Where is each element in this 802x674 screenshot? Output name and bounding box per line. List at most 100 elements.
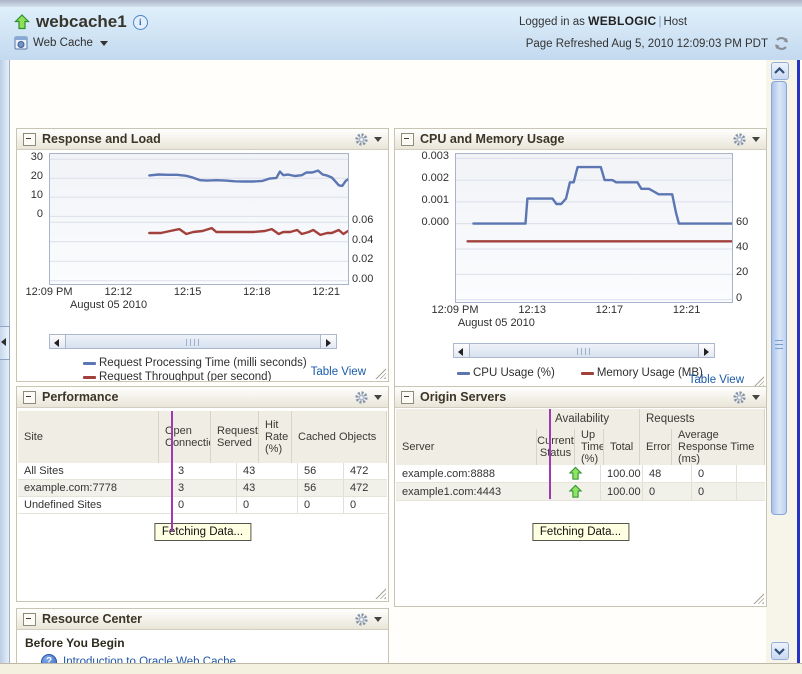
axis-tick-label: 20 <box>30 170 43 183</box>
separator: | <box>658 16 662 28</box>
panel-performance: Performance Site Open Connections Reques… <box>16 386 389 602</box>
table-body: All Sites 3 43 56 472 example.com:7778 3… <box>18 463 387 514</box>
panel-menu-button[interactable] <box>354 132 382 147</box>
help-icon: ? <box>41 654 57 663</box>
page-scrollbar[interactable] <box>771 62 789 660</box>
scroll-right-button[interactable] <box>698 343 715 358</box>
chevron-down-icon <box>752 394 760 400</box>
logged-in-label: Logged in as <box>519 16 585 28</box>
column-header-requests-served[interactable]: Requests Served <box>211 411 259 463</box>
panel-title: Origin Servers <box>420 390 507 404</box>
table-view-link[interactable]: Table View <box>310 366 366 378</box>
scrollbar-grip <box>186 339 199 346</box>
resource-link-label[interactable]: Introduction to Oracle Web Cache <box>63 656 237 663</box>
panel-header: Response and Load <box>17 129 388 150</box>
cell-site: All Sites <box>18 463 172 479</box>
gear-icon <box>733 390 746 404</box>
collapse-panel-icon[interactable] <box>401 390 414 404</box>
panel-body: Availability Requests Server Current Sta… <box>395 408 766 606</box>
panel-body: 30 20 10 0 0.06 0.04 0.02 0.00 12:09 PM 12:12 12:1… <box>17 150 388 381</box>
cell-uptime: 100.00 <box>601 483 643 500</box>
table-row[interactable]: Undefined Sites 0 0 0 0 <box>18 497 387 514</box>
table-view-link[interactable]: Table View <box>688 374 744 386</box>
panel-menu-button[interactable] <box>354 390 382 405</box>
column-header-hit-rate[interactable]: Hit Rate (%) <box>259 411 292 463</box>
chart-plot-area <box>455 153 734 303</box>
legend-label: Request Processing Time (milli seconds) <box>99 357 307 369</box>
axis-tick-label: 0 <box>36 208 43 221</box>
scroll-left-button[interactable] <box>453 343 470 358</box>
table-row[interactable]: All Sites 3 43 56 472 <box>18 463 387 480</box>
collapse-pane-button[interactable] <box>0 326 10 360</box>
panel-menu-button[interactable] <box>732 132 760 147</box>
group-header-spacer <box>396 409 549 429</box>
column-header-errors[interactable]: Errors <box>640 429 672 465</box>
page-title: webcache1 <box>36 12 127 31</box>
x-axis-tick-label: 12:12 <box>104 286 133 298</box>
column-header-site[interactable]: Site <box>18 411 159 463</box>
table-header: Server Current Status Up Time (%) Total … <box>396 429 765 465</box>
panel-body: Before You Begin ? Introduction to Oracl… <box>17 630 388 663</box>
collapse-panel-icon[interactable] <box>23 132 36 146</box>
chart-time-scrollbar[interactable] <box>49 334 337 349</box>
panel-origin-servers: Origin Servers Availability Requests <box>394 386 767 607</box>
column-header-average-response-time[interactable]: Average Response Time (ms) <box>672 429 765 465</box>
web-cache-menu[interactable]: Web Cache <box>14 36 108 50</box>
logged-in-status: Logged in as WEBLOGIC | Host <box>519 14 687 28</box>
scrollbar-thumb[interactable] <box>771 81 787 515</box>
column-header-current-status[interactable]: Current Status <box>537 429 575 465</box>
column-divider-indicator <box>171 411 173 532</box>
panel-menu-button[interactable] <box>354 612 382 627</box>
scroll-up-button[interactable] <box>771 62 789 80</box>
cell-status <box>550 465 601 482</box>
refresh-icon[interactable] <box>773 35 790 52</box>
scrollbar-track[interactable] <box>470 343 698 358</box>
column-header-open-connections[interactable]: Open Connections <box>159 411 211 463</box>
x-axis-tick-label: 12:15 <box>173 286 202 298</box>
x-axis-tick-label: 12:21 <box>312 286 340 298</box>
axis-tick-label: 0.002 <box>421 172 449 185</box>
triangle-left-icon <box>54 339 59 347</box>
legend-swatch-blue <box>457 371 470 375</box>
chart-time-scrollbar[interactable] <box>453 343 715 358</box>
column-header-cached-objects[interactable]: Cached Objects <box>292 411 387 463</box>
table-row[interactable]: example.com:7778 3 43 56 472 <box>18 480 387 497</box>
info-icon[interactable]: i <box>132 14 148 30</box>
legend-label: Memory Usage (MB) <box>596 367 703 379</box>
column-header-server[interactable]: Server <box>396 429 537 465</box>
panel-menu-button[interactable] <box>732 390 760 405</box>
response-load-chart: 30 20 10 0 0.06 0.04 0.02 0.00 12:09 PM 12:12 12:1… <box>17 150 388 381</box>
resize-grip[interactable] <box>375 588 386 599</box>
host-link[interactable]: Host <box>663 16 688 28</box>
cpu-memory-chart: 0.003 0.002 0.001 0.000 60 40 20 0 12:09 PM 12:13… <box>395 150 766 389</box>
column-header-up-time[interactable]: Up Time (%) <box>575 429 604 465</box>
resize-grip[interactable] <box>753 376 764 387</box>
web-cache-icon <box>14 36 28 50</box>
collapse-panel-icon[interactable] <box>401 132 414 146</box>
chart-legend: CPU Usage (%) Memory Usage (MB) <box>457 366 703 380</box>
panel-title: CPU and Memory Usage <box>420 132 565 146</box>
cell-hit: 56 <box>298 463 344 479</box>
resize-grip[interactable] <box>753 593 764 604</box>
resource-link[interactable]: ? Introduction to Oracle Web Cache <box>41 654 388 663</box>
chevron-down-icon <box>774 648 785 655</box>
scroll-down-button[interactable] <box>771 642 789 660</box>
table-row[interactable]: example.com:8888 100.00 48 0 <box>396 465 765 483</box>
table-row[interactable]: example1.com:4443 100.00 0 0 <box>396 483 765 501</box>
column-header-total[interactable]: Total <box>604 429 640 465</box>
x-axis-tick-label: 12:13 <box>518 304 546 316</box>
collapse-panel-icon[interactable] <box>23 612 36 626</box>
status-up-icon <box>568 466 582 480</box>
chart-legend: Request Processing Time (milli seconds) … <box>83 356 307 381</box>
collapse-panel-icon[interactable] <box>23 390 36 404</box>
origin-servers-table: Availability Requests Server Current Sta… <box>396 409 765 501</box>
cell-open: 3 <box>172 463 237 479</box>
left-splitter[interactable] <box>0 60 10 663</box>
scrollbar-track[interactable] <box>66 334 320 349</box>
cell-total: 0 <box>643 483 692 500</box>
scroll-left-button[interactable] <box>49 334 66 349</box>
resize-grip[interactable] <box>375 368 386 379</box>
fetching-data-tooltip: Fetching Data... <box>531 523 630 541</box>
cell-open: 0 <box>172 497 237 513</box>
scroll-right-button[interactable] <box>320 334 337 349</box>
